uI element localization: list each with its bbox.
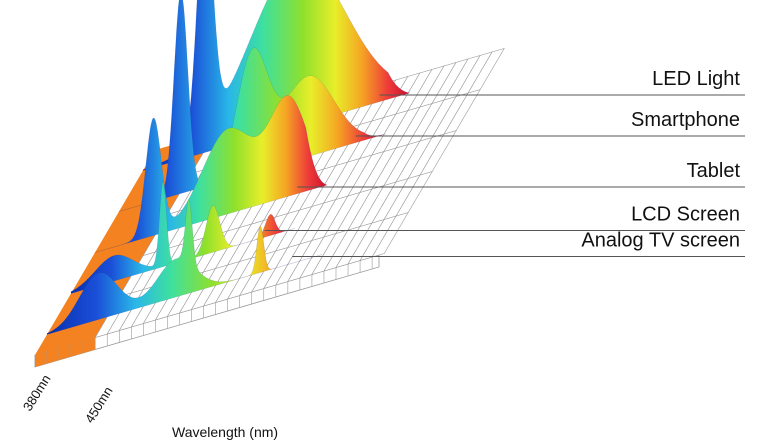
series-label: Analog TV screen [581,230,740,252]
series-label: Smartphone [631,109,740,131]
x-tick-label: 380mn [20,372,54,414]
x-axis-title: Wavelength (nm) [172,424,278,440]
grid-cell [467,48,505,94]
series-area [94,95,328,253]
series-label: Tablet [687,160,741,182]
series-area [46,199,323,335]
series-area [70,180,295,294]
series-label: LED Light [652,68,740,90]
series-label: LCD Screen [631,204,740,226]
series-layer [46,0,411,335]
uv-band-front [35,337,96,367]
x-tick-label: 450mn [82,384,116,426]
